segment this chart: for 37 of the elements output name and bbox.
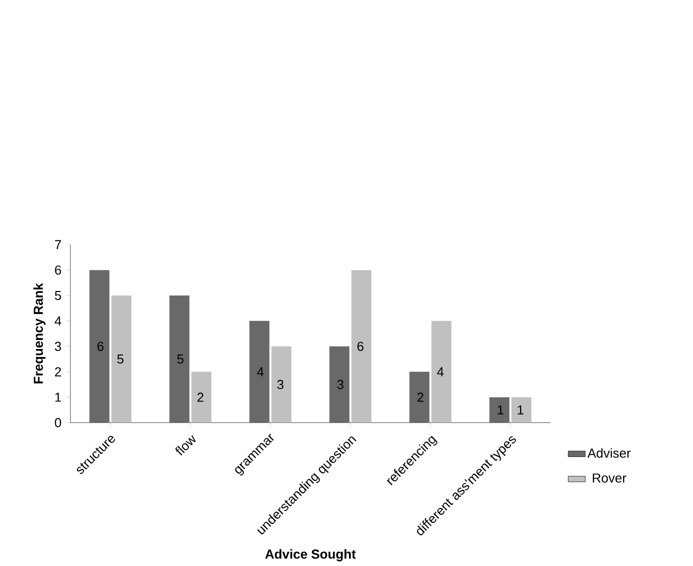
bar [89, 270, 110, 423]
data-label: 3 [337, 380, 344, 390]
bar [169, 296, 190, 423]
data-label: 5 [117, 354, 124, 364]
bar [271, 346, 292, 423]
y-tick-label: 3 [54, 342, 62, 352]
bar [111, 296, 132, 423]
bar [351, 270, 372, 423]
data-label: 6 [97, 342, 104, 352]
bar [191, 372, 212, 423]
data-label: 6 [357, 342, 364, 352]
legend-label: Adviser [588, 448, 631, 458]
bar [409, 372, 430, 423]
bar [329, 346, 350, 423]
y-axis-title: Frequency Rank [33, 283, 46, 384]
data-label: 1 [498, 406, 504, 415]
bar [489, 397, 510, 423]
y-tick-label: 4 [54, 316, 62, 326]
legend-label: Rover [592, 474, 626, 483]
y-tick-label: 5 [54, 291, 62, 300]
data-label: 4 [257, 367, 264, 376]
data-label: 4 [437, 367, 444, 376]
data-label: 3 [277, 380, 284, 390]
data-label: 2 [197, 392, 204, 402]
bar [511, 397, 532, 423]
y-tick-label: 0 [54, 418, 62, 428]
data-label: 1 [518, 406, 524, 415]
y-tick-label: 2 [55, 367, 61, 376]
data-label: 2 [417, 392, 424, 402]
y-tick-label: 1 [55, 392, 61, 402]
bar [431, 321, 452, 423]
x-tick-label: flow [175, 435, 196, 456]
y-tick-label: 7 [55, 240, 61, 250]
bar [249, 321, 270, 423]
y-tick-label: 6 [55, 266, 62, 275]
data-label: 5 [177, 354, 184, 364]
x-axis-title: Advice Sought [265, 549, 356, 562]
